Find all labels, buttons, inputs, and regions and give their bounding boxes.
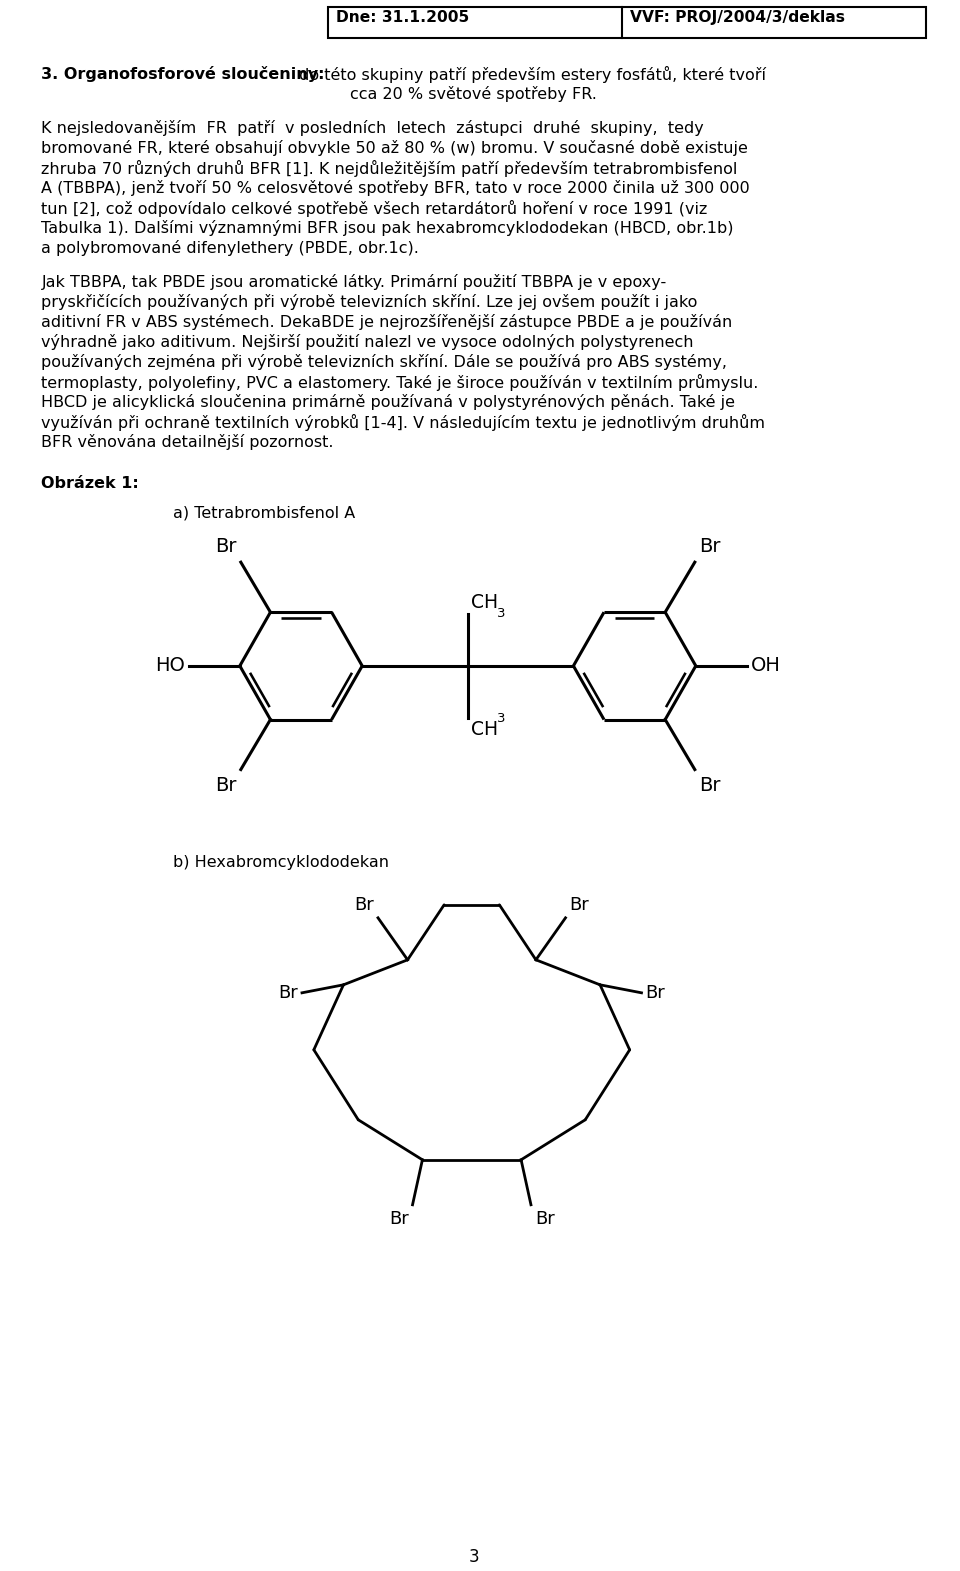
Text: Br: Br [645,983,665,1002]
Text: Tabulka 1). Dalšími významnými BFR jsou pak hexabromcyklododekan (HBCD, obr.1b): Tabulka 1). Dalšími významnými BFR jsou … [41,220,734,236]
Text: Br: Br [535,1210,555,1229]
Text: CH: CH [470,720,498,738]
Text: výhradně jako aditivum. Nejširší použití nalezl ve vysoce odolných polystyrenech: výhradně jako aditivum. Nejširší použití… [41,335,694,350]
Text: do této skupiny patří především estery fosfátů, které tvoří: do této skupiny patří především estery f… [294,66,766,83]
Text: Jak TBBPA, tak PBDE jsou aromatické látky. Primární použití TBBPA je v epoxy-: Jak TBBPA, tak PBDE jsou aromatické látk… [41,273,666,291]
Text: Dne: 31.1.2005: Dne: 31.1.2005 [336,9,468,25]
Text: a) Tetrabrombisfenol A: a) Tetrabrombisfenol A [173,506,355,522]
Text: Br: Br [699,537,720,556]
Text: bromované FR, které obsahují obvykle 50 až 80 % (w) bromu. V současné době exist: bromované FR, které obsahují obvykle 50 … [41,140,749,156]
Text: 3: 3 [468,1547,479,1566]
Text: Br: Br [215,537,237,556]
Text: aditivní FR v ABS systémech. DekaBDE je nejrozšířenější zástupce PBDE a je použí: aditivní FR v ABS systémech. DekaBDE je … [41,314,732,330]
Text: zhruba 70 různých druhů BFR [1]. K nejdůležitějším patří především tetrabrombisf: zhruba 70 různých druhů BFR [1]. K nejdů… [41,160,738,178]
Text: Br: Br [569,895,589,914]
Text: využíván při ochraně textilních výrobků [1-4]. V následujícím textu je jednotliv: využíván při ochraně textilních výrobků … [41,413,765,430]
Bar [327,6,925,38]
Text: Br: Br [699,776,720,795]
Text: a polybromované difenylethery (PBDE, obr.1c).: a polybromované difenylethery (PBDE, obr… [41,240,420,256]
Text: Br: Br [389,1210,409,1229]
Text: K nejsledovanějším  FR  patří  v posledních  letech  zástupci  druhé  skupiny,  : K nejsledovanějším FR patří v posledních… [41,119,705,137]
Text: A (TBBPA), jenž tvoří 50 % celosvětové spotřeby BFR, tato v roce 2000 činila už : A (TBBPA), jenž tvoří 50 % celosvětové s… [41,181,750,196]
Text: 3: 3 [497,606,506,621]
Text: pryskřičících používaných při výrobě televizních skříní. Lze jej ovšem použít i : pryskřičících používaných při výrobě tel… [41,294,698,309]
Text: cca 20 % světové spotřeby FR.: cca 20 % světové spotřeby FR. [350,86,597,102]
Text: OH: OH [751,657,780,676]
Text: termoplasty, polyolefiny, PVC a elastomery. Také je široce používán v textilním : termoplasty, polyolefiny, PVC a elastome… [41,374,758,391]
Text: 3: 3 [497,712,506,724]
Text: tun [2], což odpovídalo celkové spotřebě všech retardátorů hoření v roce 1991 (v: tun [2], což odpovídalo celkové spotřebě… [41,200,708,217]
Text: HO: HO [155,657,184,676]
Text: CH: CH [470,592,498,611]
Text: Obrázek 1:: Obrázek 1: [41,476,139,490]
Text: Br: Br [354,895,374,914]
Text: VVF: PROJ/2004/3/deklas: VVF: PROJ/2004/3/deklas [630,9,845,25]
Text: používaných zejména při výrobě televizních skříní. Dále se používá pro ABS systé: používaných zejména při výrobě televizní… [41,353,728,369]
Text: Br: Br [215,776,237,795]
Text: HBCD je alicyklická sloučenina primárně používaná v polystyrénových pěnách. Také: HBCD je alicyklická sloučenina primárně … [41,394,735,410]
Text: BFR věnována detailnější pozornost.: BFR věnována detailnější pozornost. [41,434,334,449]
Text: Br: Br [278,983,298,1002]
Text: b) Hexabromcyklododekan: b) Hexabromcyklododekan [173,855,389,870]
Text: 3. Organofosforové sloučeniny:: 3. Organofosforové sloučeniny: [41,66,324,82]
